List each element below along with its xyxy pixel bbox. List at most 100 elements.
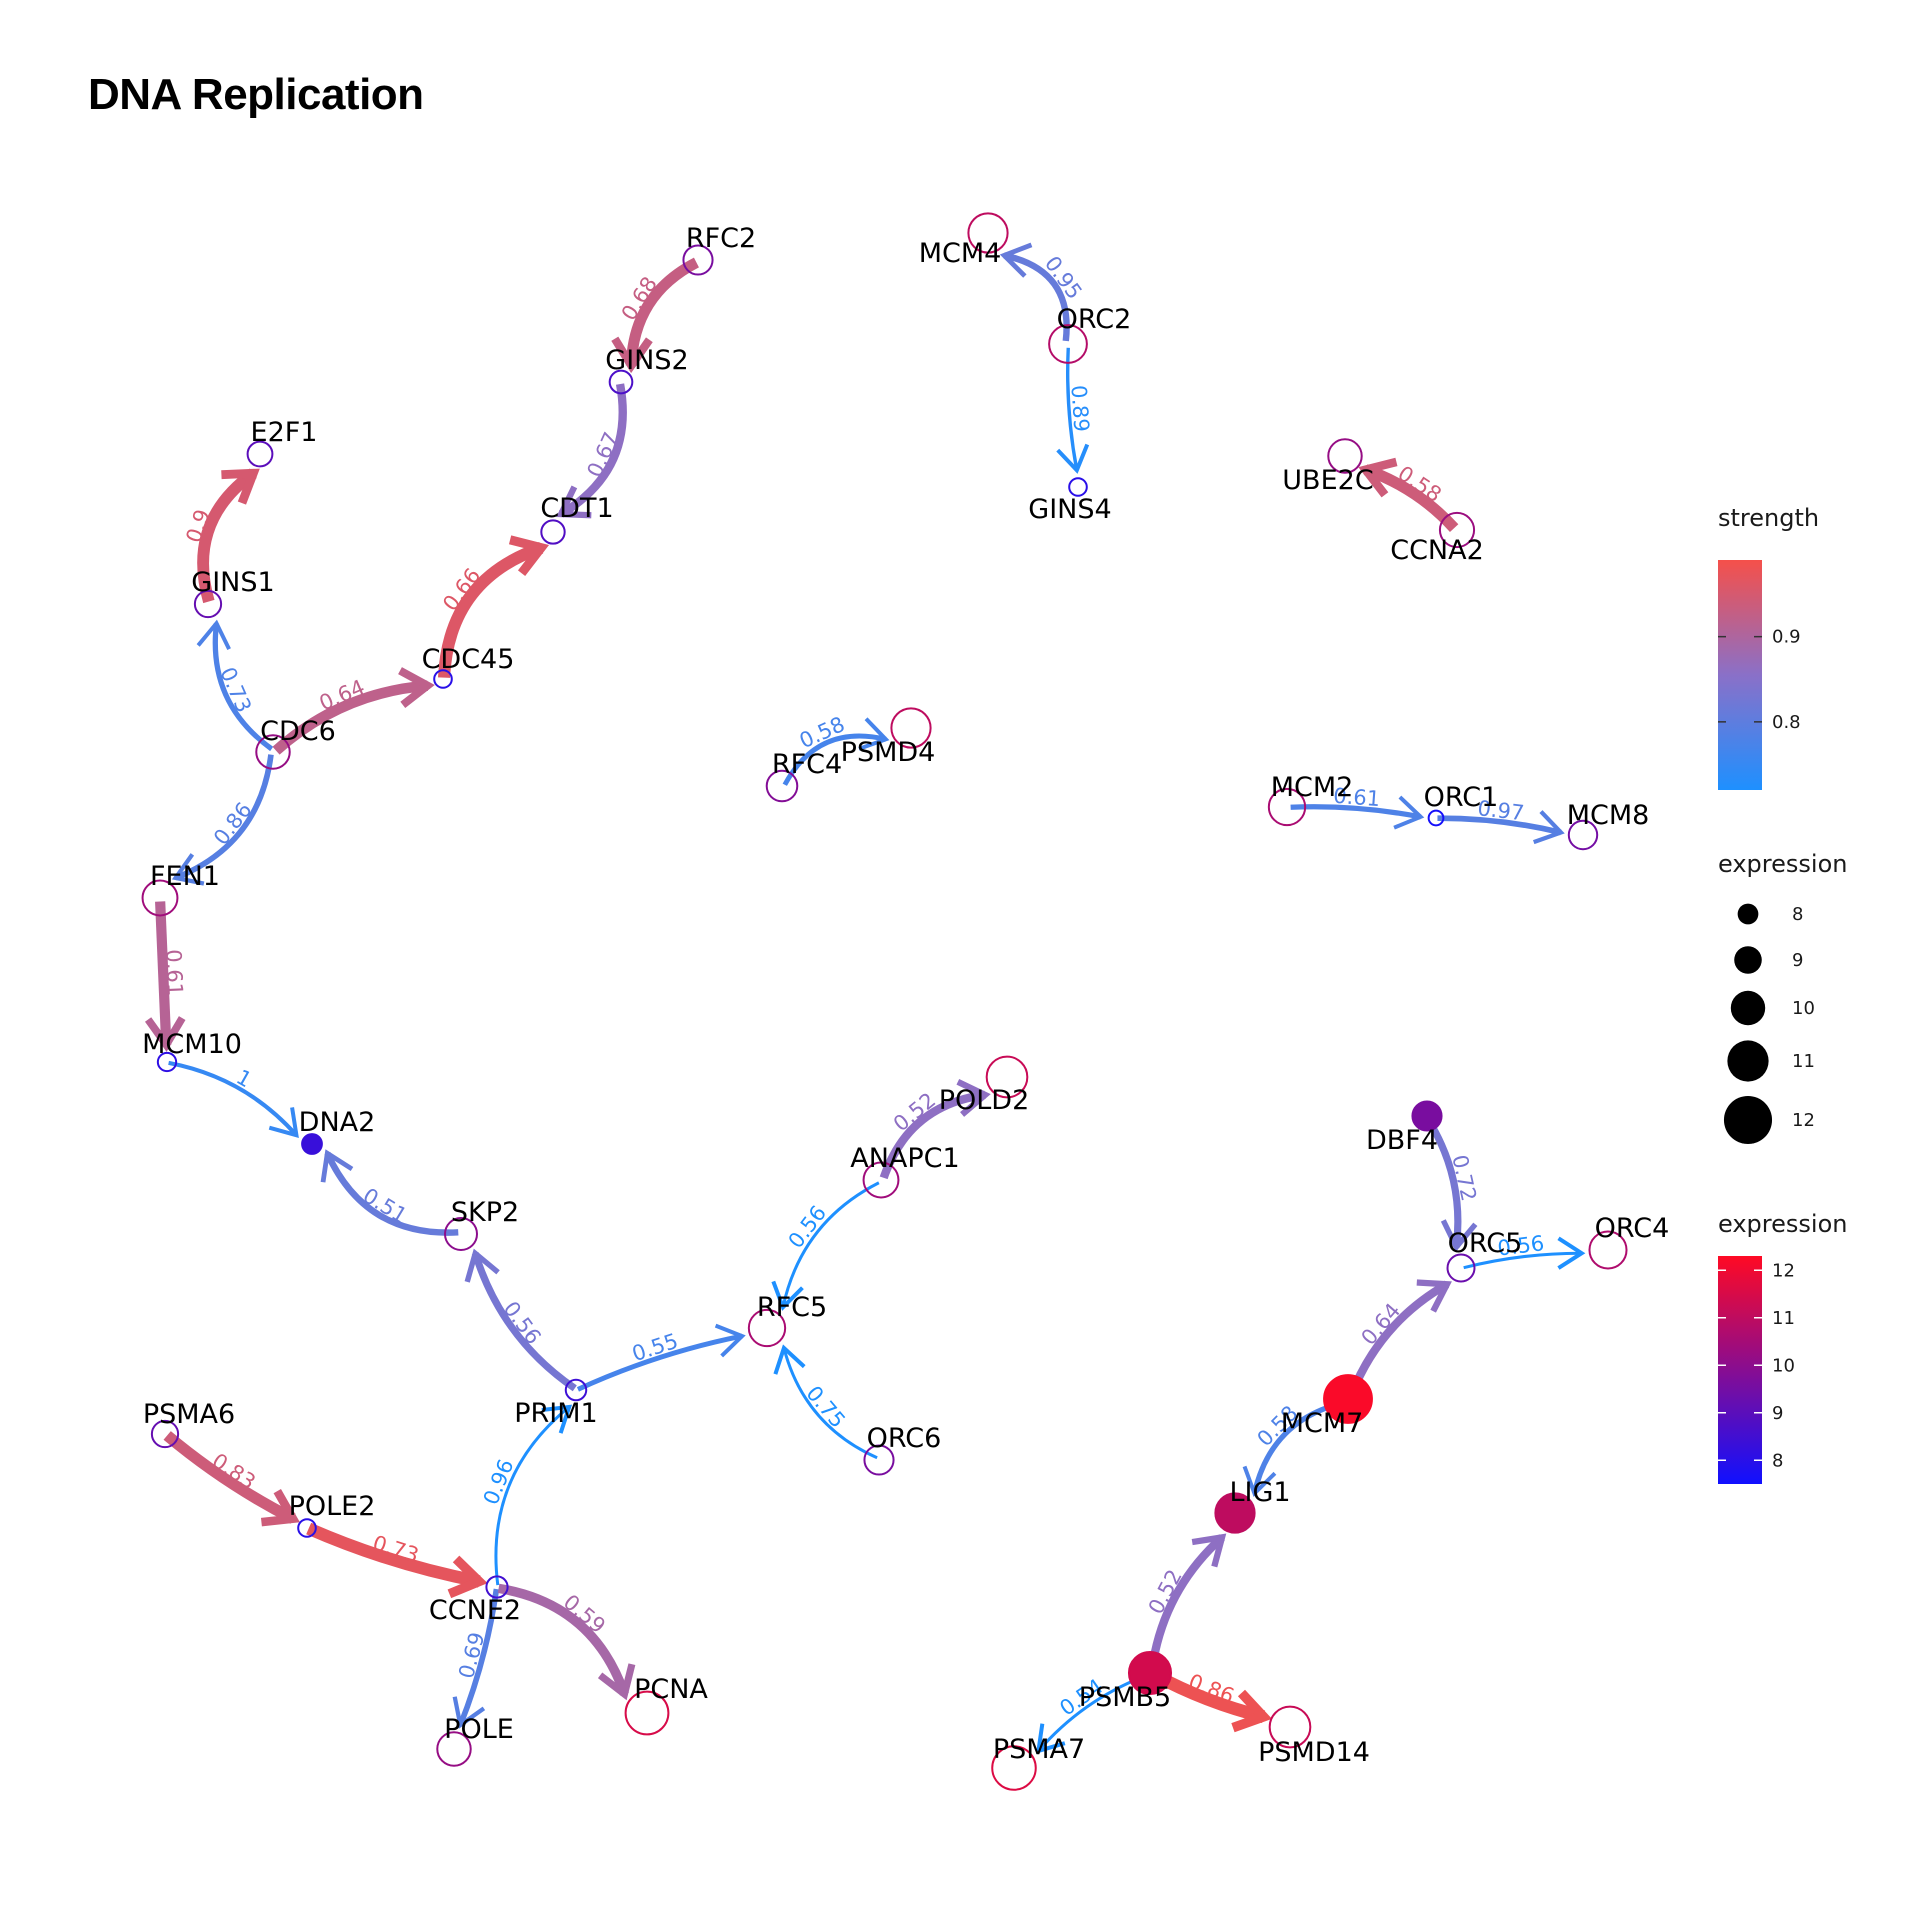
edges-layer [144, 242, 1586, 1754]
expression-tick-label: 8 [1772, 1450, 1783, 1471]
edge-ANAPC1-RFC5 [781, 1181, 880, 1308]
node-rfc2[interactable] [682, 244, 714, 276]
arrowhead-CDC45-CDT1 [508, 535, 550, 576]
expression-size-key [1730, 990, 1766, 1026]
arrowhead-POLE2-CCNE2 [447, 1555, 488, 1599]
node-orc5[interactable] [1446, 1253, 1476, 1283]
edge-CCNE2-PCNA [497, 1583, 629, 1696]
nodes-layer [141, 212, 1628, 1791]
edge-FEN1-MCM10 [155, 901, 172, 1046]
node-mcm2[interactable] [1267, 787, 1307, 827]
node-cdc6[interactable] [255, 734, 291, 770]
node-mcm10[interactable] [156, 1051, 178, 1073]
node-psma6[interactable] [150, 1419, 180, 1449]
node-label-psma6: PSMA6 [143, 1399, 235, 1430]
node-label-rfc4: RFC4 [772, 749, 842, 780]
node-label-ccne2: CCNE2 [429, 1595, 521, 1626]
node-mcm8[interactable] [1567, 819, 1599, 851]
edge-CCNA2-UBE2C [1363, 464, 1459, 532]
arrowhead-PSMA6-POLE2 [260, 1489, 300, 1527]
node-mcm7[interactable] [1323, 1374, 1373, 1424]
arrowhead-CDC6-FEN1 [171, 853, 205, 886]
node-anapc1[interactable] [862, 1161, 900, 1199]
node-psmd4[interactable] [890, 707, 932, 749]
node-labels-layer: MCM4 ORC2 GINS4 RFC2 GINS2 CDT1 E2F1 GINS1 CDC45… [142, 223, 1669, 1768]
node-label-orc2: ORC2 [1057, 304, 1132, 335]
node-label-ube2c: UBE2C [1282, 465, 1373, 496]
node-label-mcm10: MCM10 [142, 1029, 242, 1060]
node-label-skp2: SKP2 [451, 1197, 519, 1228]
arrowhead-ANAPC1-RFC5 [771, 1280, 804, 1311]
node-pole2[interactable] [297, 1518, 317, 1538]
arrowhead-ORC1-MCM8 [1533, 810, 1565, 845]
edge-ANAPC1-POLD2 [879, 1090, 986, 1180]
node-pole[interactable] [436, 1731, 472, 1767]
edge-CDC6-GINS1 [212, 623, 274, 752]
node-fen1[interactable] [141, 879, 179, 917]
node-pold2[interactable] [985, 1055, 1029, 1099]
chart-title: DNA Replication [88, 70, 424, 119]
node-label-psma7: PSMA7 [993, 1734, 1085, 1765]
arrowhead-CCNE2-POLE [452, 1696, 486, 1729]
node-gins4[interactable] [1068, 477, 1088, 497]
expression-tick-label: 11 [1772, 1308, 1795, 1329]
node-cdc45[interactable] [433, 669, 453, 689]
edge-label-MCM2-ORC1: 0.61 [1333, 784, 1381, 811]
node-ccna2[interactable] [1438, 511, 1476, 549]
node-psma7[interactable] [991, 1745, 1037, 1791]
legends-layer: strength 0.9 0.8 expression 8 9 10 11 12 expressi… [1718, 504, 1847, 1484]
edge-label-ORC1-MCM8: 0.97 [1476, 796, 1525, 825]
node-label-ccna2: CCNA2 [1390, 535, 1484, 566]
node-label-prim1: PRIM1 [514, 1398, 597, 1429]
expression-size-legend-title: expression [1718, 850, 1847, 878]
node-label-orc4: ORC4 [1595, 1213, 1670, 1244]
edge-label-ORC5-ORC4: 0.56 [1496, 1231, 1545, 1261]
node-orc1[interactable] [1427, 809, 1445, 827]
node-psmd14[interactable] [1268, 1705, 1312, 1749]
node-rfc5[interactable] [747, 1308, 787, 1348]
arrowhead-CDC6-GINS1 [196, 619, 231, 651]
arrowhead-PSMB5-PSMD14 [1231, 1689, 1273, 1733]
node-cdt1[interactable] [540, 519, 566, 545]
expression-size-label: 11 [1792, 1051, 1815, 1072]
arrowhead-DBF4-ORC5 [1440, 1219, 1478, 1252]
node-prim1[interactable] [564, 1378, 588, 1402]
node-pcna[interactable] [624, 1690, 670, 1736]
node-mcm4[interactable] [967, 212, 1009, 254]
node-label-cdc6: CDC6 [260, 716, 336, 747]
edge-CDC6-FEN1 [174, 754, 274, 881]
node-dbf4[interactable] [1411, 1100, 1443, 1132]
arrowhead-ORC5-ORC4 [1557, 1236, 1586, 1270]
node-e2f1[interactable] [246, 440, 274, 468]
node-gins1[interactable] [193, 589, 223, 619]
node-gins2[interactable] [608, 369, 634, 395]
expression-size-key [1734, 946, 1762, 974]
arrowhead-RFC4-PSMD4 [858, 717, 890, 751]
edge-PSMA6-POLE2 [163, 1431, 296, 1524]
node-label-pole: POLE [444, 1714, 514, 1745]
node-ube2c[interactable] [1327, 438, 1363, 474]
arrowhead-ORC2-MCM4 [999, 242, 1033, 278]
node-label-rfc5: RFC5 [757, 1292, 827, 1323]
node-orc4[interactable] [1588, 1230, 1628, 1270]
node-psmb5[interactable] [1127, 1650, 1173, 1696]
node-label-orc6: ORC6 [867, 1423, 942, 1454]
node-label-cdc45: CDC45 [422, 644, 515, 675]
edge-PRIM1-SKP2 [471, 1252, 577, 1392]
node-rfc4[interactable] [765, 769, 799, 803]
expression-size-label: 9 [1792, 950, 1803, 971]
node-lig1[interactable] [1214, 1492, 1256, 1534]
node-dna2[interactable] [301, 1133, 323, 1155]
arrowhead-PRIM1-RFC5 [714, 1323, 746, 1358]
expression-size-key [1723, 1095, 1773, 1145]
node-label-anapc1: ANAPC1 [850, 1143, 959, 1174]
expression-color-legend-title: expression [1718, 1210, 1847, 1238]
node-label-rfc2: RFC2 [686, 223, 756, 254]
node-ccne2[interactable] [485, 1575, 509, 1599]
node-orc6[interactable] [863, 1444, 895, 1476]
node-label-gins4: GINS4 [1028, 494, 1111, 525]
node-label-lig1: LIG1 [1229, 1477, 1290, 1508]
node-orc2[interactable] [1048, 324, 1088, 364]
node-skp2[interactable] [444, 1217, 478, 1251]
node-label-orc5: ORC5 [1448, 1228, 1523, 1259]
